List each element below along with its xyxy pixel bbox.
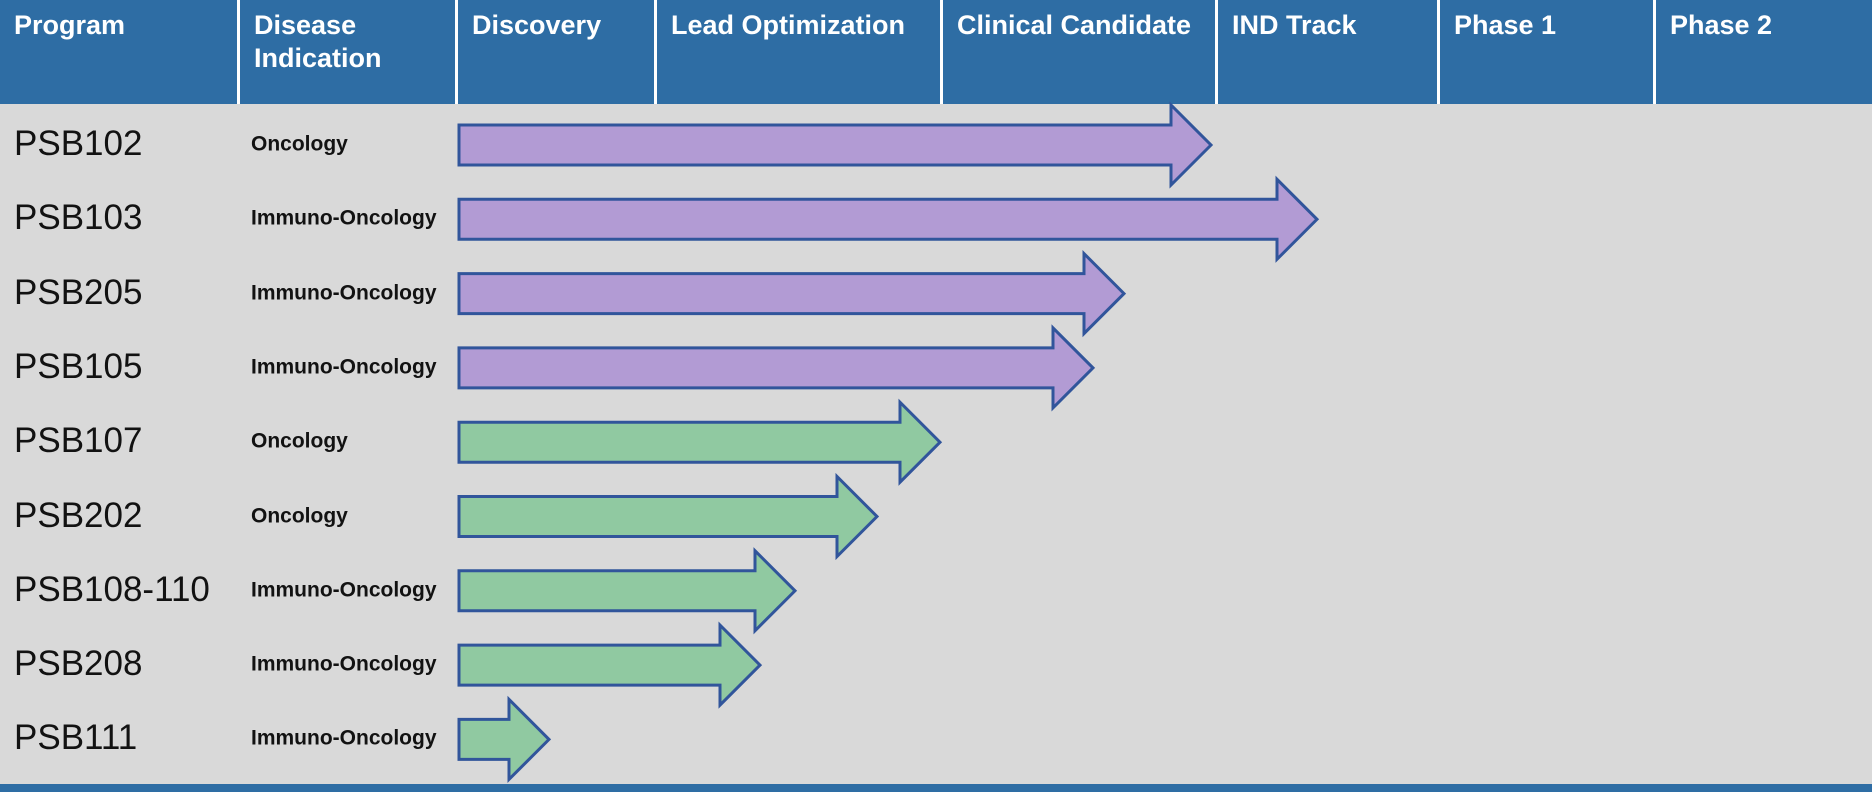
program-label: PSB102 xyxy=(14,124,143,164)
pipeline-arrow-psb205 xyxy=(457,249,1127,338)
column-header-lead-optimization: Lead Optimization xyxy=(657,0,943,104)
bottom-bar xyxy=(0,784,1872,792)
column-header-label: IND Track xyxy=(1232,10,1357,40)
indication-label: Oncology xyxy=(251,504,348,528)
column-header-program: Program xyxy=(0,0,240,104)
indication-label: Immuno-Oncology xyxy=(251,281,437,305)
pipeline-arrow-psb107 xyxy=(457,398,943,486)
indication-label: Immuno-Oncology xyxy=(251,355,437,379)
column-header-label: Disease Indication xyxy=(254,10,382,73)
pipeline-arrow-psb208 xyxy=(457,621,763,709)
program-label: PSB103 xyxy=(14,198,143,238)
program-label: PSB205 xyxy=(14,272,143,312)
column-header-label: Program xyxy=(14,10,126,40)
program-label: PSB105 xyxy=(14,347,143,387)
pipeline-arrow-psb202 xyxy=(457,472,880,561)
column-header-label: Phase 1 xyxy=(1454,10,1557,40)
indication-label: Oncology xyxy=(251,132,348,156)
program-label: PSB107 xyxy=(14,421,143,461)
indication-label: Immuno-Oncology xyxy=(251,206,437,230)
program-label: PSB111 xyxy=(14,718,138,758)
indication-label: Oncology xyxy=(251,429,348,453)
program-label: PSB202 xyxy=(14,495,143,535)
column-header-label: Lead Optimization xyxy=(671,10,906,40)
column-header-disease-indication: Disease Indication xyxy=(240,0,458,104)
column-header-label: Phase 2 xyxy=(1670,10,1773,40)
program-label: PSB108-110 xyxy=(14,569,210,609)
column-header-ind-track: IND Track xyxy=(1218,0,1440,104)
pipeline-arrow-psb103 xyxy=(457,175,1320,263)
indication-label: Immuno-Oncology xyxy=(251,726,437,750)
pipeline-arrow-psb111 xyxy=(457,695,552,784)
pipeline-arrow-psb102 xyxy=(457,101,1214,189)
pipeline-arrow-psb105 xyxy=(457,324,1096,412)
indication-label: Immuno-Oncology xyxy=(251,578,437,602)
column-header-clinical-candidate: Clinical Candidate xyxy=(943,0,1218,104)
column-header-label: Discovery xyxy=(472,10,602,40)
column-header-discovery: Discovery xyxy=(458,0,657,104)
column-header-phase-2: Phase 2 xyxy=(1656,0,1872,104)
program-label: PSB208 xyxy=(14,644,143,684)
indication-label: Immuno-Oncology xyxy=(251,652,437,676)
column-header-phase-1: Phase 1 xyxy=(1440,0,1656,104)
column-header-label: Clinical Candidate xyxy=(957,10,1192,40)
pipeline-arrow-psb108-110 xyxy=(457,547,798,635)
